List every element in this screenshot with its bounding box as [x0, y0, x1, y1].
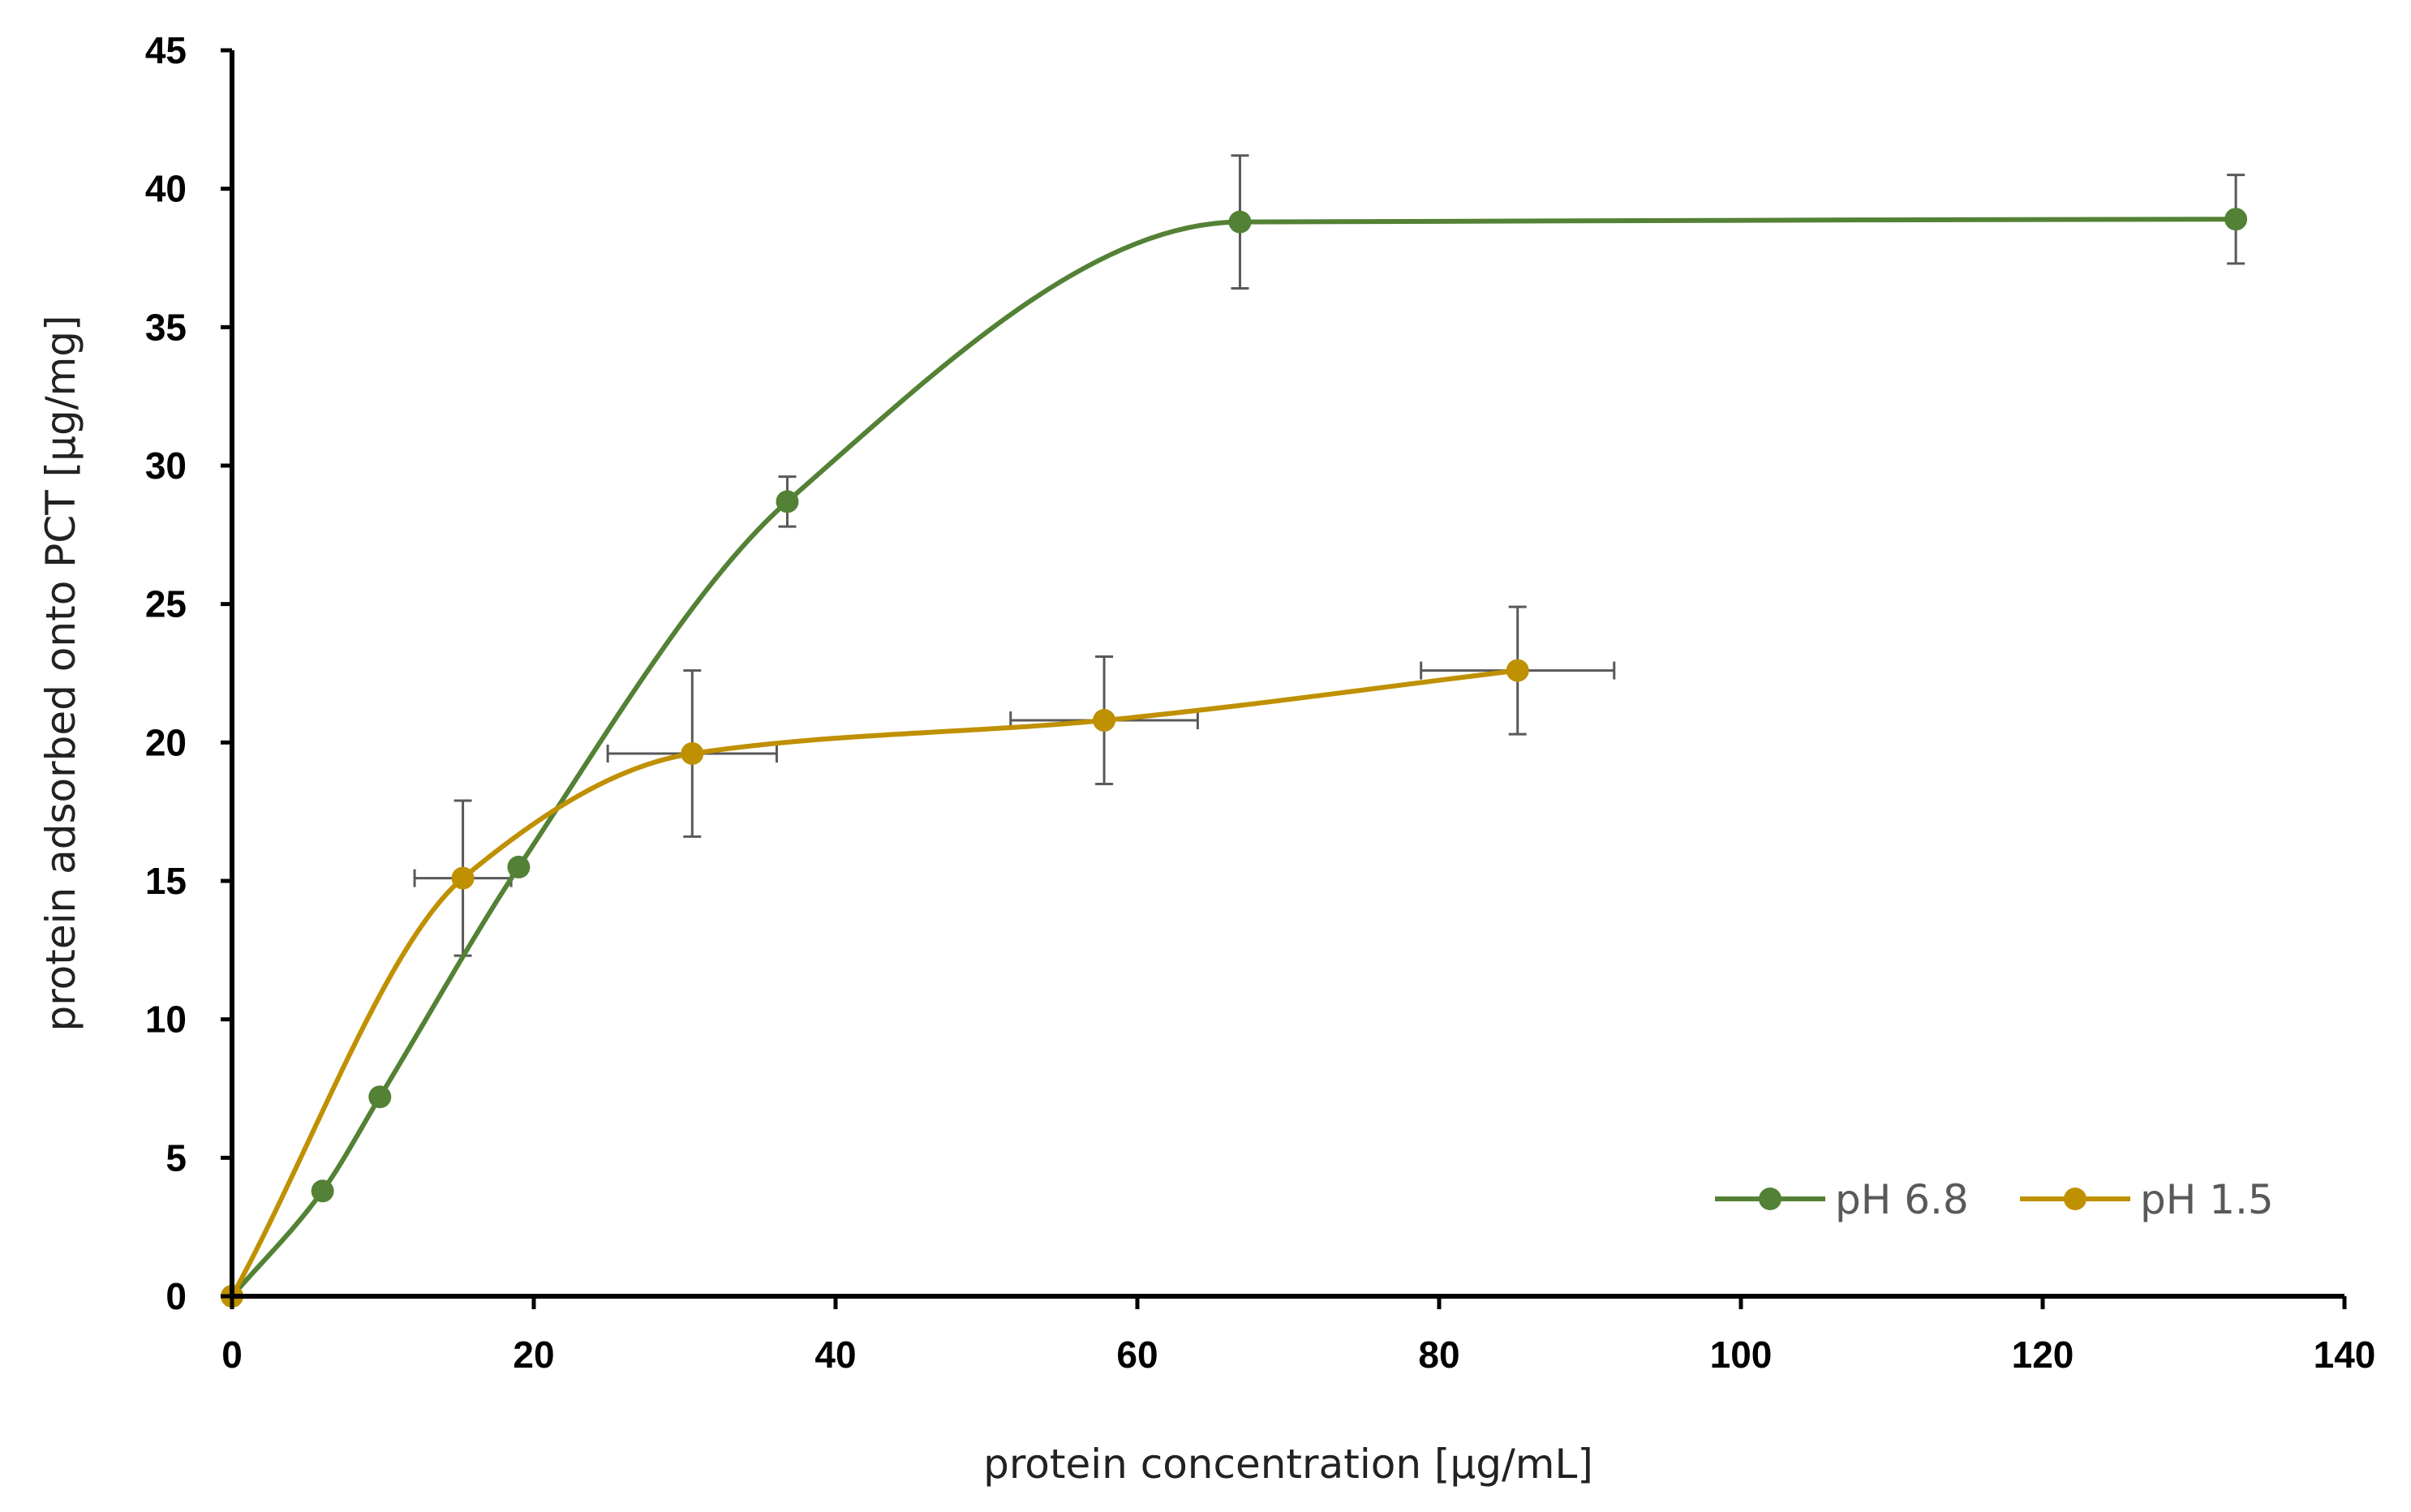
y-axis-label: protein adsorbed onto PCT [µg/mg] [37, 315, 84, 1031]
data-point-series-0 [368, 1085, 392, 1109]
x-tick-label: 80 [1418, 1334, 1459, 1376]
legend: pH 6.8 pH 1.5 [1715, 1176, 2274, 1223]
y-ticks: 0 5 10 15 20 25 30 35 40 45 [145, 29, 232, 1317]
data-point-series-1 [1093, 709, 1116, 732]
y-tick-label: 15 [145, 860, 187, 902]
data-point-series-0 [776, 490, 799, 513]
data-point-series-0 [2224, 208, 2248, 231]
y-tick-label: 5 [165, 1136, 187, 1179]
error-bars [413, 154, 2246, 957]
legend-marker-0 [1759, 1188, 1781, 1210]
series-lines [230, 217, 2239, 1299]
data-point-series-1 [681, 741, 704, 765]
series-line-1 [230, 668, 1520, 1299]
y-tick-label: 30 [145, 445, 187, 487]
axes [230, 50, 2344, 1299]
x-tick-label: 100 [1710, 1334, 1773, 1376]
series-points [221, 208, 2248, 1308]
y-tick-label: 45 [145, 29, 187, 71]
x-axis-label: protein concentration [µg/mL] [983, 1441, 1593, 1488]
series-line-0 [230, 217, 2239, 1299]
x-tick-label: 40 [814, 1334, 856, 1376]
y-tick-label: 20 [145, 721, 187, 763]
y-tick-label: 25 [145, 583, 187, 625]
data-point-series-0 [1228, 210, 1252, 234]
data-point-series-0 [507, 855, 531, 878]
y-tick-label: 40 [145, 168, 187, 210]
x-tick-label: 120 [2012, 1334, 2074, 1376]
x-tick-label: 0 [221, 1334, 243, 1376]
x-ticks: 0 20 40 60 80 100 120 140 [221, 1296, 2375, 1376]
x-tick-label: 140 [2314, 1334, 2376, 1376]
data-point-series-1 [1506, 659, 1529, 682]
x-tick-label: 60 [1116, 1334, 1158, 1376]
data-point-series-1 [451, 866, 475, 890]
x-tick-label: 20 [513, 1334, 554, 1376]
legend-marker-1 [2064, 1188, 2087, 1210]
legend-label-1: pH 1.5 [2140, 1176, 2274, 1223]
y-tick-label: 0 [165, 1275, 187, 1317]
y-tick-label: 10 [145, 999, 187, 1041]
y-tick-label: 35 [145, 306, 187, 348]
legend-label-0: pH 6.8 [1835, 1176, 1969, 1223]
data-point-series-0 [311, 1179, 334, 1203]
